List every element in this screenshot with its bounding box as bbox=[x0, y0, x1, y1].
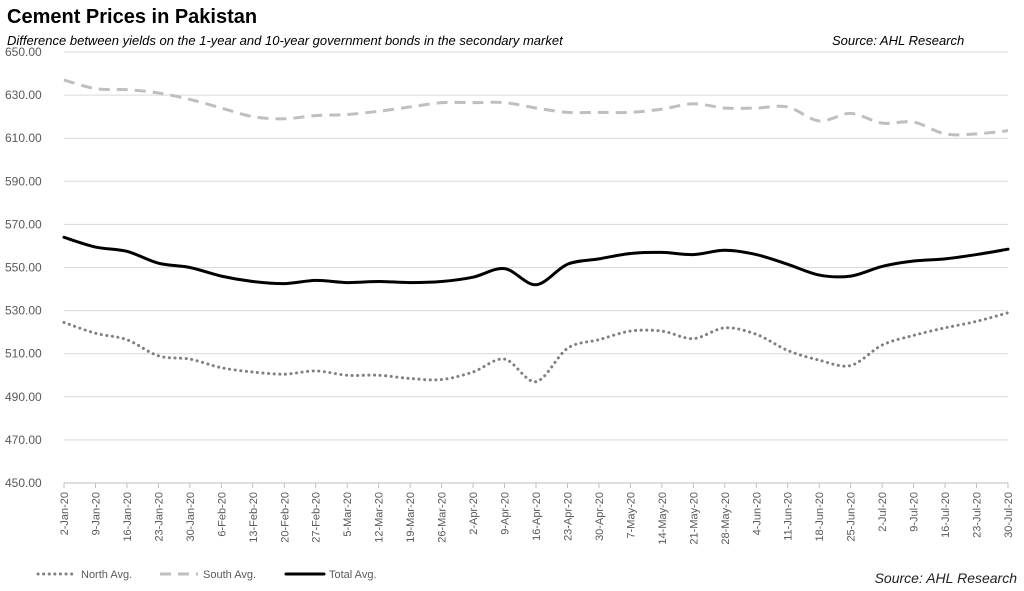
x-tick-label: 16-Apr-20 bbox=[531, 492, 543, 541]
x-tick-label: 11-Jun-20 bbox=[783, 492, 795, 541]
y-tick-label: 610.00 bbox=[5, 131, 42, 145]
x-tick-label: 27-Feb-20 bbox=[311, 492, 323, 543]
y-tick-label: 570.00 bbox=[5, 217, 42, 231]
series-line-total-avg bbox=[62, 235, 1010, 287]
y-tick-label: 630.00 bbox=[5, 88, 42, 102]
series-lines bbox=[62, 78, 1010, 384]
x-tick-label: 7-May-20 bbox=[625, 492, 637, 538]
x-tick-label: 30-Jan-20 bbox=[185, 492, 197, 542]
x-tick-label: 16-Jul-20 bbox=[940, 492, 952, 538]
x-tick-label: 23-Jan-20 bbox=[153, 492, 165, 542]
source-label-top: Source: AHL Research bbox=[832, 33, 964, 48]
x-tick-label: 25-Jun-20 bbox=[846, 492, 858, 542]
x-tick-label: 9-Jul-20 bbox=[909, 492, 921, 532]
legend-label-south-avg: South Avg. bbox=[203, 569, 256, 581]
x-tick-label: 6-Feb-20 bbox=[216, 492, 228, 537]
y-tick-label: 650.00 bbox=[5, 45, 42, 59]
legend: North Avg. South Avg. Total Avg. bbox=[36, 569, 377, 581]
y-tick-label: 510.00 bbox=[5, 347, 42, 361]
series-line-north-avg bbox=[62, 311, 1010, 384]
series-line-south-avg bbox=[63, 78, 1009, 137]
x-tick-label: 13-Feb-20 bbox=[248, 492, 260, 543]
y-tick-label: 490.00 bbox=[5, 390, 42, 404]
x-tick-label: 9-Apr-20 bbox=[500, 492, 512, 535]
x-tick-label: 18-Jun-20 bbox=[814, 492, 826, 542]
x-tick-label: 20-Feb-20 bbox=[279, 492, 291, 543]
legend-label-north-avg: North Avg. bbox=[81, 569, 132, 581]
x-axis-ticks: 2-Jan-20 9-Jan-20 16-Jan-20 23-Jan-20 30-Jan… bbox=[59, 483, 1015, 545]
gridlines bbox=[64, 51, 1008, 484]
y-tick-label: 530.00 bbox=[5, 304, 42, 318]
y-tick-label: 450.00 bbox=[5, 476, 42, 490]
source-label-bottom: Source: AHL Research bbox=[875, 570, 1018, 586]
x-tick-label: 9-Jan-20 bbox=[90, 492, 102, 535]
x-tick-label: 19-Mar-20 bbox=[405, 492, 417, 543]
x-tick-label: 2-Apr-20 bbox=[468, 492, 480, 535]
y-tick-label: 470.00 bbox=[5, 433, 42, 447]
chart-title: Cement Prices in Pakistan bbox=[7, 6, 257, 28]
legend-label-total-avg: Total Avg. bbox=[329, 569, 377, 581]
x-tick-label: 14-May-20 bbox=[657, 492, 669, 545]
x-tick-label: 16-Jan-20 bbox=[122, 492, 134, 542]
x-tick-label: 5-Mar-20 bbox=[342, 492, 354, 537]
y-tick-label: 590.00 bbox=[5, 174, 42, 188]
x-tick-label: 30-Apr-20 bbox=[594, 492, 606, 541]
y-axis-ticks: 450.00 470.00 490.00 510.00 530.00 550.00 570.… bbox=[5, 45, 42, 490]
x-tick-label: 26-Mar-20 bbox=[437, 492, 449, 543]
x-tick-label: 4-Jun-20 bbox=[751, 492, 763, 535]
x-tick-label: 12-Mar-20 bbox=[374, 492, 386, 543]
y-tick-label: 550.00 bbox=[5, 261, 42, 275]
x-tick-label: 23-Apr-20 bbox=[562, 492, 574, 541]
x-tick-label: 21-May-20 bbox=[688, 492, 700, 545]
chart-subtitle: Difference between yields on the 1-year … bbox=[7, 33, 564, 48]
x-tick-label: 28-May-20 bbox=[720, 492, 732, 545]
x-tick-label: 2-Jul-20 bbox=[877, 492, 889, 532]
x-tick-label: 2-Jan-20 bbox=[59, 492, 71, 535]
x-tick-label: 30-Jul-20 bbox=[1003, 492, 1015, 538]
x-tick-label: 23-Jul-20 bbox=[972, 492, 984, 538]
